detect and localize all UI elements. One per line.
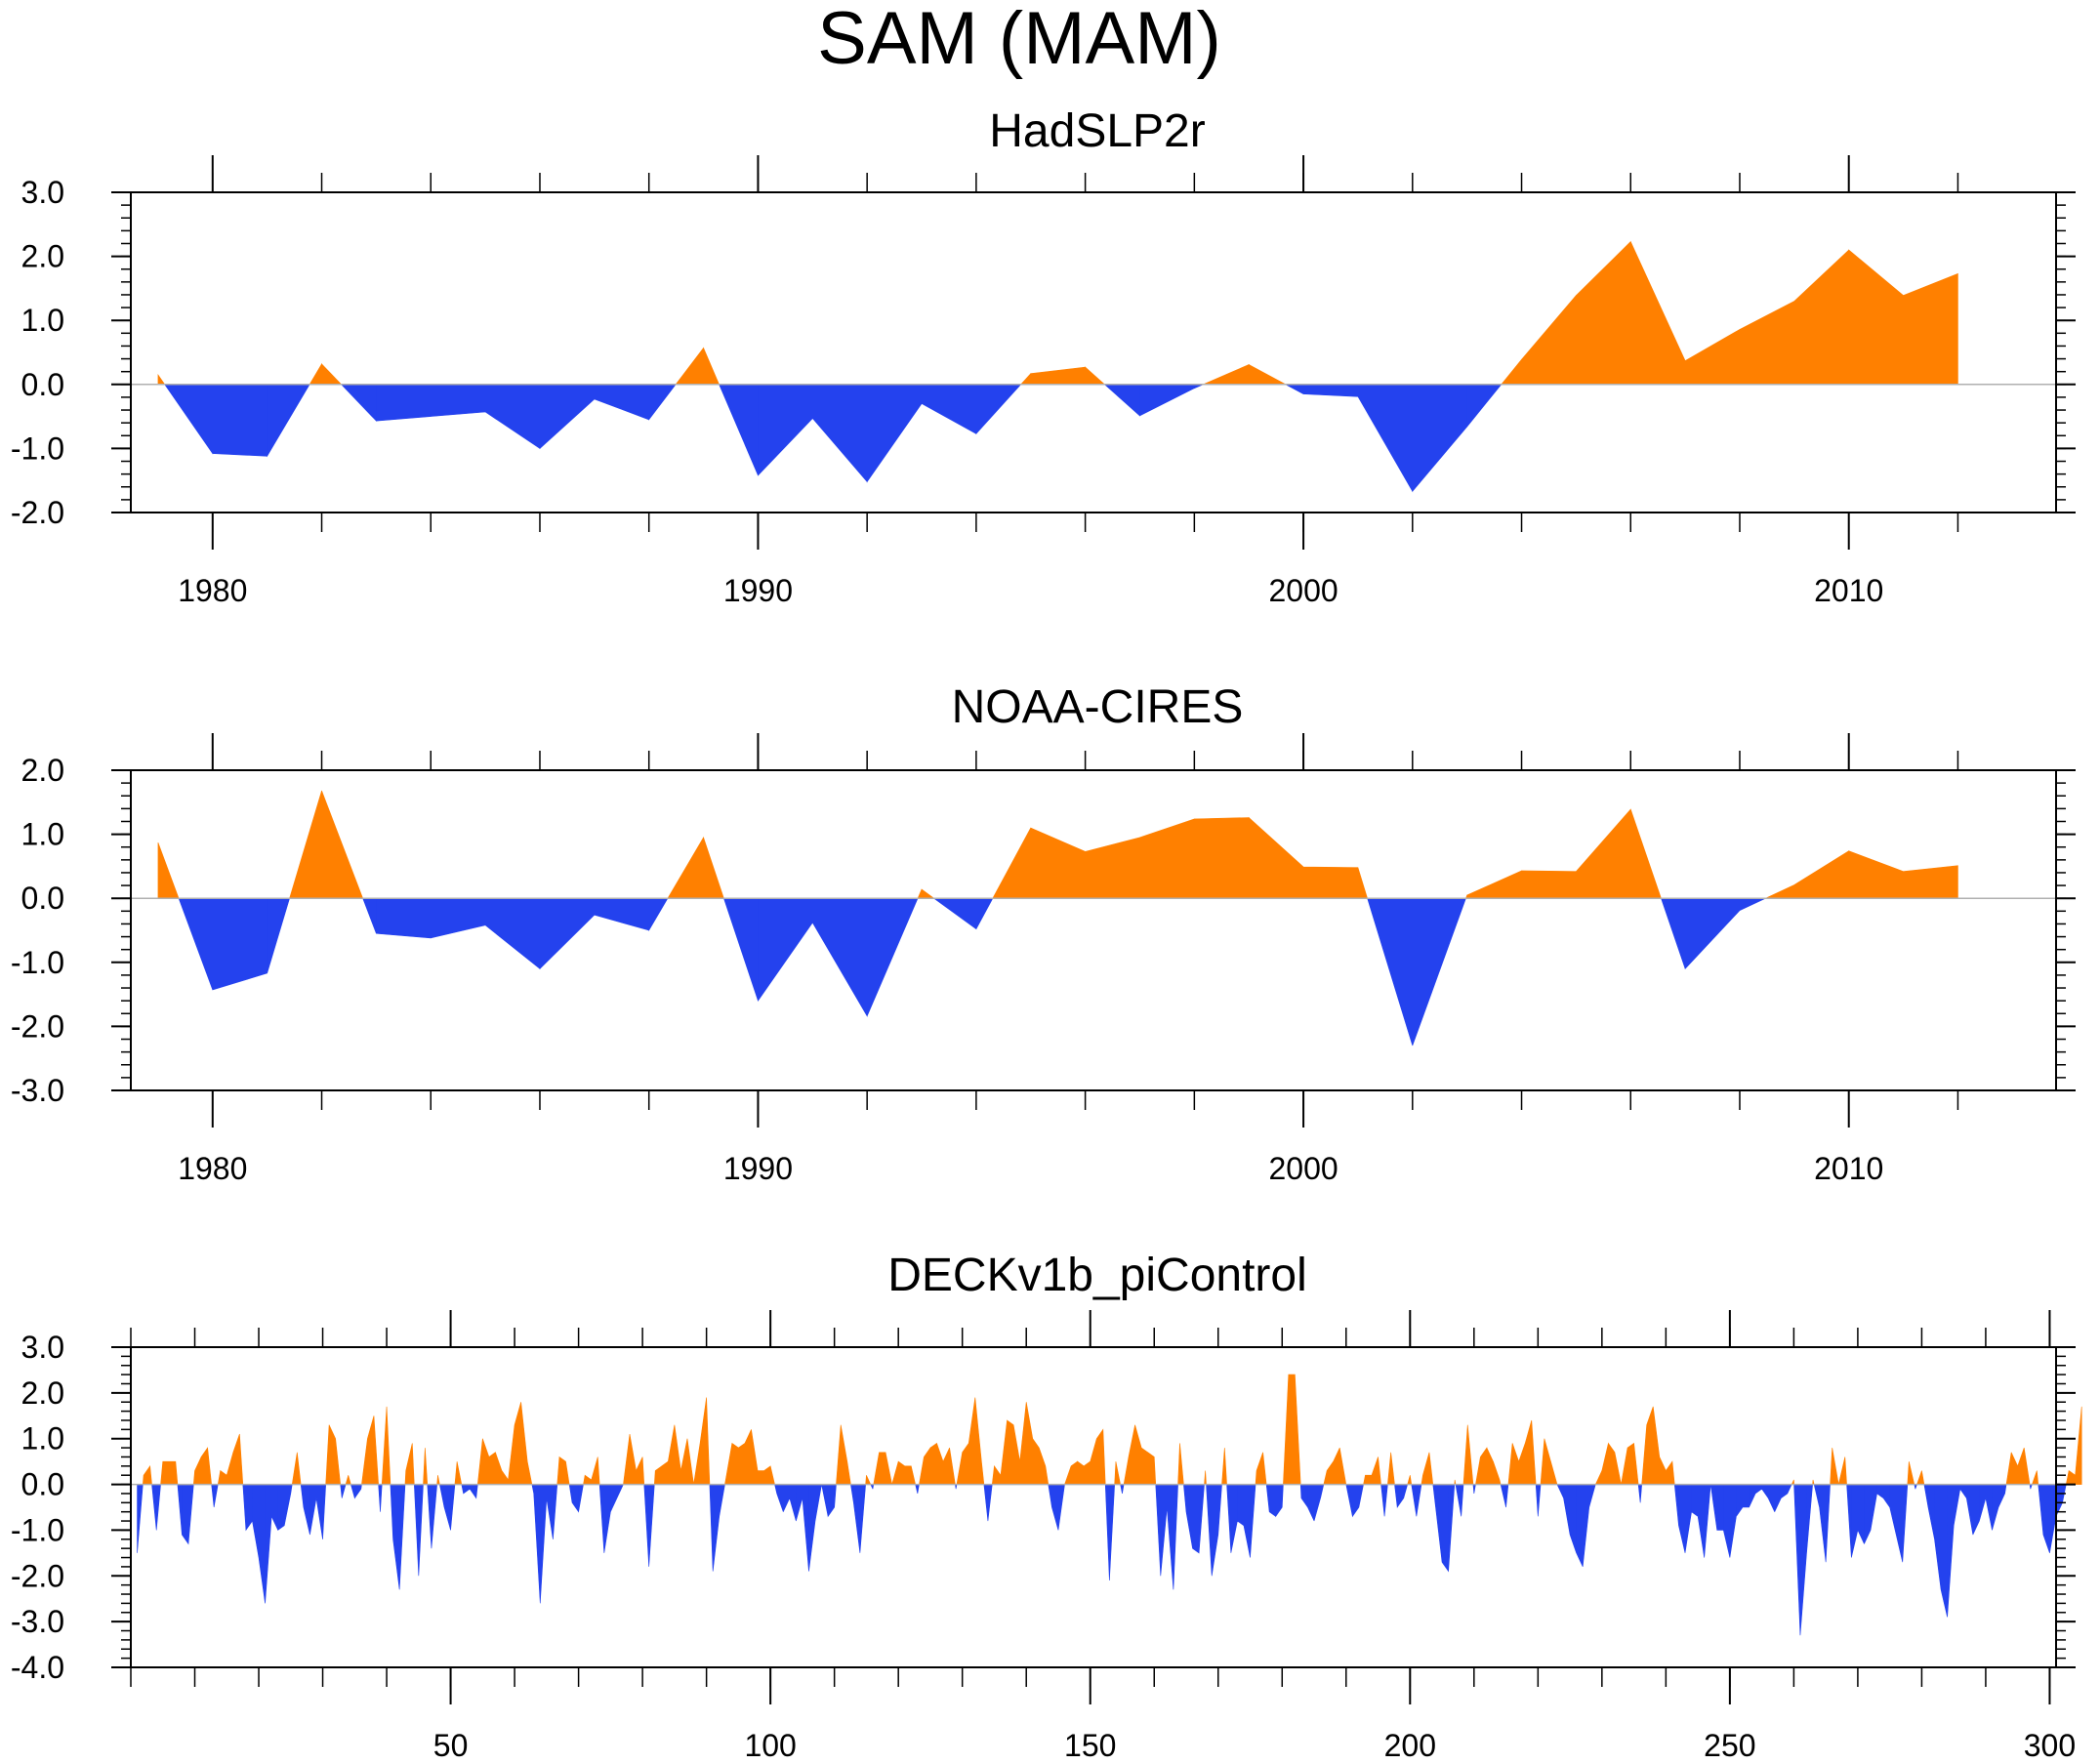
y-tick-label: -1.0 xyxy=(11,945,64,980)
x-tick-label: 150 xyxy=(1064,1728,1116,1763)
y-tick-label: 2.0 xyxy=(21,753,64,788)
y-tick-label: -3.0 xyxy=(11,1073,64,1108)
negative-area xyxy=(137,1484,2067,1636)
x-tick-label: 1980 xyxy=(178,1151,247,1186)
x-tick-label: 300 xyxy=(2024,1728,2076,1763)
x-tick-label: 250 xyxy=(1704,1728,1755,1763)
y-tick-label: -2.0 xyxy=(11,1558,64,1593)
x-tick-label: 1990 xyxy=(723,1151,793,1186)
y-tick-label: -3.0 xyxy=(11,1604,64,1639)
y-tick-label: 0.0 xyxy=(21,1467,64,1502)
chart-panel-3: DECKv1b_piControl -4.0 -3.0 -2.0 -1.0 0.0 1.0 2… xyxy=(11,1250,2082,1763)
y-tick-label: -2.0 xyxy=(11,1008,64,1044)
x-tick-label: 100 xyxy=(744,1728,796,1763)
panel-title: NOAA-CIRES xyxy=(952,681,1244,733)
y-tick-label: 3.0 xyxy=(21,175,64,210)
positive-area xyxy=(157,790,1958,899)
negative-area xyxy=(164,384,1503,493)
positive-area xyxy=(157,240,1958,386)
x-tick-label: 1980 xyxy=(178,573,247,608)
x-tick-label: 2000 xyxy=(1268,573,1338,608)
x-tick-label: 2010 xyxy=(1814,573,1883,608)
y-tick-label: 1.0 xyxy=(21,817,64,852)
chart-panel-2: NOAA-CIRES -3.0 -2.0 -1.0 0.0 1.0 2.0 1980 1990 2… xyxy=(11,681,2076,1186)
x-tick-label: 50 xyxy=(433,1728,469,1763)
x-tick-label: 2010 xyxy=(1814,1151,1883,1186)
y-tick-label: -1.0 xyxy=(11,431,64,466)
y-tick-label: 0.0 xyxy=(21,881,64,916)
panel-title: DECKv1b_piControl xyxy=(887,1250,1307,1301)
y-tick-label: 0.0 xyxy=(21,367,64,402)
y-tick-label: 3.0 xyxy=(21,1330,64,1365)
plot-frame xyxy=(130,769,2057,1091)
x-tick-label: 2000 xyxy=(1268,1151,1338,1186)
negative-area xyxy=(178,897,1766,1046)
x-tick-label: 1990 xyxy=(723,573,793,608)
y-tick-label: -1.0 xyxy=(11,1512,64,1547)
y-tick-label: 2.0 xyxy=(21,1375,64,1411)
plot-frame xyxy=(130,1346,2057,1668)
y-tick-label: 1.0 xyxy=(21,1421,64,1456)
figure-title: SAM (MAM) xyxy=(817,0,1221,80)
panel-title: HadSLP2r xyxy=(989,105,1205,157)
y-tick-label: 1.0 xyxy=(21,303,64,338)
plot-frame xyxy=(130,191,2057,513)
y-tick-label: -2.0 xyxy=(11,495,64,530)
chart-panel-1: HadSLP2r -2.0 -1.0 0.0 1.0 2.0 3.0 1980 1990 2000… xyxy=(11,105,2076,608)
y-tick-label: 2.0 xyxy=(21,239,64,274)
x-tick-label: 200 xyxy=(1384,1728,1436,1763)
y-tick-label: -4.0 xyxy=(11,1650,64,1685)
positive-area xyxy=(143,1374,2082,1485)
